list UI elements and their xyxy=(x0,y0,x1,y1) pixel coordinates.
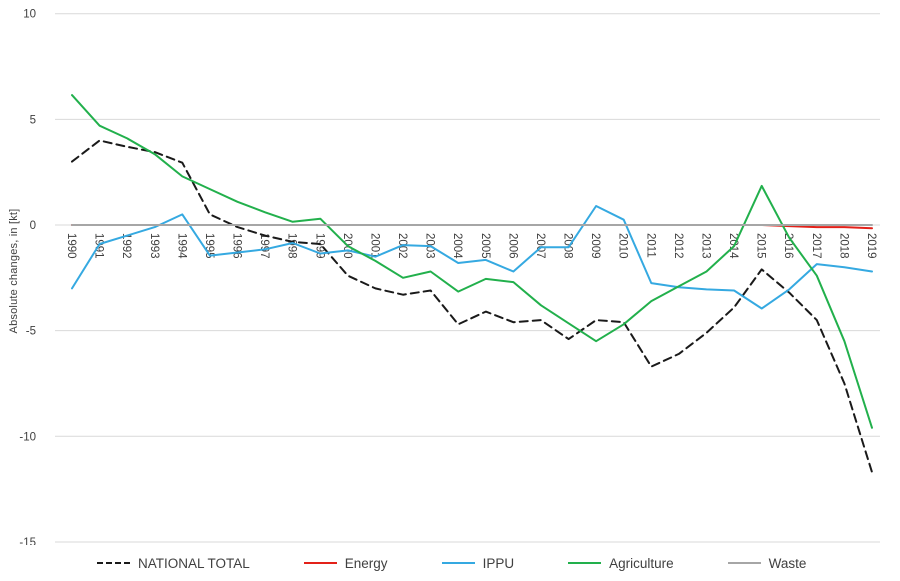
y-tick-label--15: -15 xyxy=(19,537,36,545)
x-tick-label-1990: 1990 xyxy=(65,233,77,259)
legend-label: NATIONAL TOTAL xyxy=(138,555,250,571)
legend-item-agriculture: Agriculture xyxy=(568,556,674,571)
x-tick-label-2009: 2009 xyxy=(589,233,601,259)
x-tick-label-1995: 1995 xyxy=(203,233,215,259)
x-tick-label-2017: 2017 xyxy=(810,233,822,259)
x-tick-label-1996: 1996 xyxy=(231,233,243,259)
y-tick-label-0: 0 xyxy=(30,220,36,232)
chart-legend: NATIONAL TOTAL Energy IPPU Agriculture Waste xyxy=(0,545,900,581)
x-tick-label-2005: 2005 xyxy=(479,233,491,259)
legend-label: Waste xyxy=(768,555,807,571)
x-tick-label-2015: 2015 xyxy=(755,233,767,259)
legend-label: Energy xyxy=(344,555,388,571)
y-tick-label--5: -5 xyxy=(26,326,36,338)
legend-item-energy: Energy xyxy=(303,555,388,571)
legend-item-ippu: IPPU xyxy=(441,555,515,571)
legend-swatch-icon xyxy=(727,562,761,564)
x-tick-label-2019: 2019 xyxy=(865,233,877,259)
x-tick-label-2012: 2012 xyxy=(672,233,684,259)
x-tick-label-2001: 2001 xyxy=(368,233,380,259)
x-tick-label-1999: 1999 xyxy=(313,233,325,259)
x-tick-label-1997: 1997 xyxy=(258,233,270,259)
x-tick-label-2007: 2007 xyxy=(534,233,546,259)
x-tick-label-1993: 1993 xyxy=(148,233,160,259)
series-line-national-total xyxy=(71,139,873,474)
y-tick-label-10: 10 xyxy=(23,9,36,21)
x-tick-label-1994: 1994 xyxy=(175,233,187,259)
x-tick-label-2013: 2013 xyxy=(699,233,711,259)
x-tick-label-2011: 2011 xyxy=(644,233,656,258)
x-tick-label-2018: 2018 xyxy=(837,233,849,259)
y-tick-label-5: 5 xyxy=(30,114,36,126)
legend-item-national-total: NATIONAL TOTAL xyxy=(97,556,250,571)
y-axis-title: Absolute changes, in [kt] xyxy=(8,208,20,334)
series-line-ippu xyxy=(71,205,873,310)
legend-swatch-icon xyxy=(441,562,475,564)
legend-swatch-icon xyxy=(303,562,337,564)
legend-label: Agriculture xyxy=(609,555,674,571)
series-line-agriculture xyxy=(71,94,873,429)
x-tick-label-1992: 1992 xyxy=(120,233,132,259)
legend-swatch-icon xyxy=(568,562,602,564)
legend-item-waste: Waste xyxy=(727,555,807,571)
x-tick-label-2008: 2008 xyxy=(562,233,574,259)
y-tick-label--10: -10 xyxy=(19,431,36,443)
x-tick-label-2004: 2004 xyxy=(451,233,463,259)
legend-label: IPPU xyxy=(482,555,515,571)
x-tick-label-2006: 2006 xyxy=(506,233,518,259)
x-tick-label-2010: 2010 xyxy=(617,233,629,259)
x-tick-label-1998: 1998 xyxy=(286,233,298,259)
legend-swatch-icon xyxy=(97,562,130,564)
